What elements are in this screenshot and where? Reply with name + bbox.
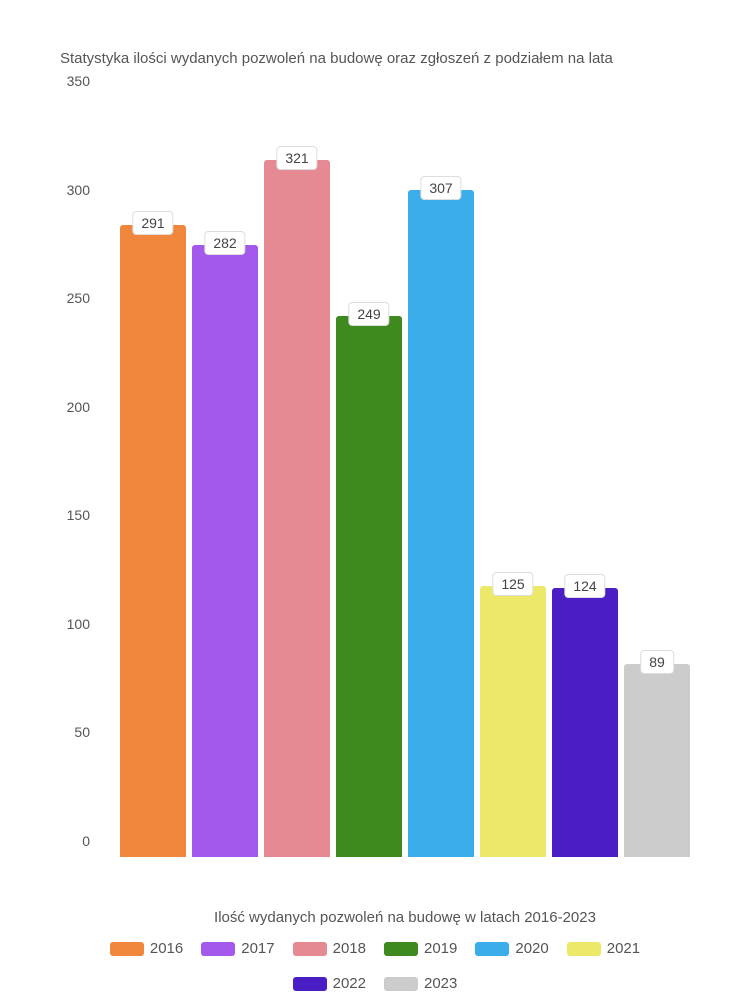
legend-item-2017: 2017	[201, 940, 274, 957]
bar-value-label: 282	[204, 231, 245, 255]
bar-2020: 307	[408, 190, 474, 857]
x-axis-label: Ilość wydanych pozwoleń na budowę w lata…	[100, 909, 710, 926]
legend-swatch	[384, 942, 418, 956]
legend: 2016 2017 2018 2019 2020 2021 2022 2023	[70, 940, 680, 992]
legend-swatch	[567, 942, 601, 956]
legend-label: 2021	[607, 940, 640, 957]
bar-value-label: 89	[640, 650, 674, 674]
y-tick: 200	[67, 399, 90, 415]
bar-value-label: 321	[276, 146, 317, 170]
bar-2021: 125	[480, 586, 546, 857]
legend-item-2023: 2023	[384, 975, 457, 992]
y-axis: 050100150200250300350	[40, 97, 100, 857]
legend-label: 2022	[333, 975, 366, 992]
legend-item-2019: 2019	[384, 940, 457, 957]
bar-2022: 124	[552, 588, 618, 857]
legend-swatch	[110, 942, 144, 956]
y-tick: 50	[74, 724, 90, 740]
legend-label: 2017	[241, 940, 274, 957]
legend-label: 2023	[424, 975, 457, 992]
bar-value-label: 124	[564, 574, 605, 598]
bar-value-label: 307	[420, 176, 461, 200]
bar-2016: 291	[120, 225, 186, 857]
y-tick: 150	[67, 507, 90, 523]
y-tick: 350	[67, 73, 90, 89]
bar-2019: 249	[336, 316, 402, 857]
legend-item-2022: 2022	[293, 975, 366, 992]
chart-area: 050100150200250300350 291282321249307125…	[40, 97, 710, 897]
bar-value-label: 249	[348, 302, 389, 326]
legend-swatch	[293, 977, 327, 991]
plot-area: 29128232124930712512489	[100, 97, 710, 857]
legend-item-2020: 2020	[475, 940, 548, 957]
chart-title: Statystyka ilości wydanych pozwoleń na b…	[60, 50, 710, 67]
legend-swatch	[384, 977, 418, 991]
bar-2018: 321	[264, 160, 330, 857]
y-tick: 0	[82, 833, 90, 849]
legend-label: 2019	[424, 940, 457, 957]
legend-swatch	[201, 942, 235, 956]
legend-label: 2018	[333, 940, 366, 957]
legend-swatch	[293, 942, 327, 956]
legend-label: 2020	[515, 940, 548, 957]
legend-item-2018: 2018	[293, 940, 366, 957]
bar-value-label: 291	[132, 211, 173, 235]
legend-item-2021: 2021	[567, 940, 640, 957]
bar-value-label: 125	[492, 572, 533, 596]
y-tick: 300	[67, 182, 90, 198]
bar-2023: 89	[624, 664, 690, 857]
bar-2017: 282	[192, 245, 258, 857]
legend-swatch	[475, 942, 509, 956]
y-tick: 250	[67, 290, 90, 306]
legend-label: 2016	[150, 940, 183, 957]
legend-item-2016: 2016	[110, 940, 183, 957]
y-tick: 100	[67, 616, 90, 632]
